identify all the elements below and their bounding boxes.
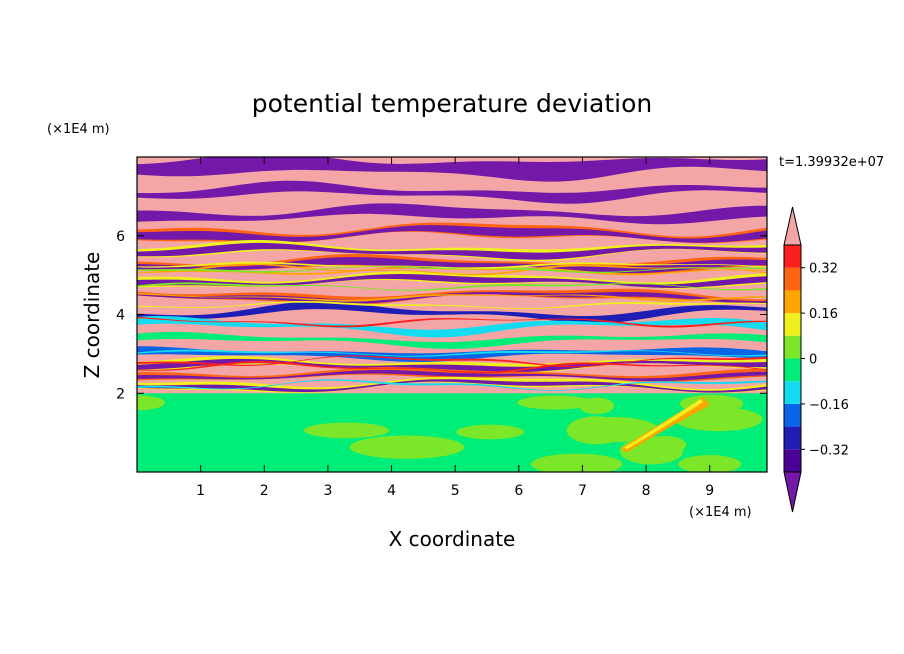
colorbar-under-arrow [783,471,802,513]
y-axis-ticks: 2 4 6 [116,229,767,402]
colorbar-segment [784,335,801,359]
colorbar-tick-label: −0.32 [809,443,849,458]
x-tick-label: 4 [387,483,396,499]
field-band [137,370,767,381]
colorbar: 0.32 0.16 0 −0.16 −0.32 [783,206,849,513]
x-axis-label: X coordinate [389,527,516,551]
field-patch [674,407,763,432]
field-streak [137,282,767,291]
x-tick-label: 7 [578,483,587,499]
field-streak [137,261,767,269]
y-tick-label: 6 [116,229,125,245]
field-band [137,315,767,338]
field-band [137,358,767,373]
field-streak [137,266,767,274]
y-axis-label: Z coordinate [80,252,104,379]
field-patch [531,453,623,472]
field-streak [137,379,767,391]
field-patch [623,399,704,450]
field-patch [566,416,659,443]
field-band [137,301,767,324]
x-axis-ticks: 1 2 3 4 5 6 7 8 9 [196,157,714,499]
field-streak [137,360,767,374]
colorbar-segment [784,267,801,291]
colorbar-segment [784,313,801,336]
field-streak [137,316,767,328]
field-patch [361,437,424,459]
x-tick-label: 8 [642,483,651,499]
colorbar-segment [784,358,801,382]
x-tick-label: 5 [451,483,460,499]
x-tick-label: 1 [196,483,205,499]
field-streak [137,355,767,368]
y-tick-label: 4 [116,308,125,324]
chart-title: potential temperature deviation [252,89,652,118]
x-tick-label: 6 [514,483,523,499]
field-streak [137,349,767,357]
field-patch [456,424,525,440]
field-streak [137,301,767,310]
field-streak [137,263,767,276]
y-tick-label: 2 [116,386,125,402]
field-patch [517,395,594,410]
colorbar-segment [784,403,801,427]
lower-layer [137,394,763,472]
x-unit-label: (×1E4 m) [689,505,752,520]
x-tick-label: 9 [705,483,714,499]
field-band [137,379,767,393]
field-band [137,257,767,274]
field-patch [678,455,742,472]
colorbar-segment [784,426,801,450]
colorbar-tick-label: −0.16 [809,398,849,413]
field-band [137,157,767,182]
field-streak [137,267,767,276]
field-patch [303,422,390,439]
field-patch [642,435,687,454]
colorbar-tick-label: 0 [809,353,817,368]
colorbar-segment [784,245,801,268]
colorbar-tick-label: 0.32 [809,262,838,277]
field-streak [137,293,767,302]
y-unit-label: (×1E4 m) [47,122,110,137]
colorbar-segment [784,449,801,472]
plot-area [137,157,767,472]
field-band [137,376,767,393]
field-band [137,331,767,349]
colorbar-tick-label: 0.16 [809,307,838,322]
field-band [137,292,767,304]
field-band [137,203,767,225]
field-band [137,180,767,204]
colorbar-over-arrow [783,206,802,246]
field-band [137,225,767,243]
time-label: t=1.39932e+07 [779,155,884,170]
field-band [137,242,767,260]
upper-bands [137,157,767,394]
colorbar-segment [784,381,801,404]
field-band [137,274,767,288]
x-tick-label: 2 [260,483,269,499]
colorbar-segment [784,290,801,314]
field-patch [137,395,166,411]
x-tick-label: 3 [323,483,332,499]
